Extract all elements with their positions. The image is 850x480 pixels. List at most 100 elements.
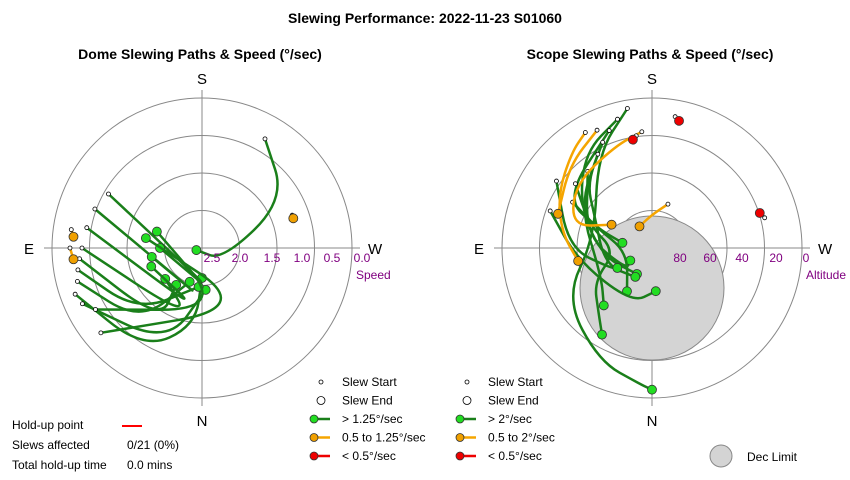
chart-main-title: Slewing Performance: 2022-11-23 S01060: [288, 10, 562, 26]
slew-end-marker: [573, 256, 584, 266]
slew-end-marker: [68, 231, 79, 242]
slew-end-marker: [140, 233, 151, 244]
legend-label-end: Slew End: [342, 394, 393, 408]
slew-end-marker: [627, 134, 638, 145]
slews-affected-label: Slews affected: [12, 438, 90, 452]
radial-axis-label: Altitude: [806, 268, 846, 282]
slew-start-marker: [606, 128, 612, 133]
legend-label-medium: 0.5 to 2°/sec: [488, 431, 555, 445]
radial-tick-label: 2.0: [232, 251, 249, 265]
panel-title-1: Dome Slewing Paths & Speed (°/sec): [78, 46, 322, 62]
slew-start-marker: [762, 215, 768, 221]
legend-dot-fast: [455, 414, 465, 424]
slew-start-marker: [98, 330, 104, 336]
slew-path-fast: [571, 107, 654, 391]
legend-dot-slow: [309, 451, 319, 461]
slew-start-marker: [68, 227, 74, 233]
polar-panel-2: [455, 90, 810, 468]
slew-start-marker: [262, 136, 268, 142]
slew-start-marker: [106, 191, 111, 197]
slew-end-marker: [606, 219, 617, 230]
slew-path-fast: [555, 179, 619, 270]
radial-axis-label: Speed: [356, 268, 391, 282]
slew-path-fast: [195, 137, 279, 257]
slew-path-fast: [548, 209, 658, 300]
slew-start-marker: [582, 130, 588, 135]
legend-label-start: Slew Start: [342, 375, 397, 389]
slew-end-marker: [553, 208, 563, 219]
legend-label-end: Slew End: [488, 394, 539, 408]
slew-path-fast: [85, 226, 186, 300]
radial-tick-label: 1.5: [264, 251, 281, 265]
slew-start-marker: [79, 245, 85, 251]
slew-start-marker: [639, 129, 645, 135]
slew-path-fast: [81, 288, 207, 334]
radial-tick-label: 80: [673, 251, 687, 265]
slew-path-fast: [574, 182, 611, 336]
slew-end-marker: [184, 276, 195, 287]
slew-start-marker: [547, 208, 553, 214]
legend-dot-medium: [309, 433, 319, 442]
slew-end-marker: [598, 300, 609, 311]
slew-path-fast: [94, 230, 204, 312]
slew-end-marker: [630, 271, 641, 282]
slew-end-marker: [597, 329, 607, 340]
direction-top-label: S: [647, 71, 657, 88]
radial-tick-label: 2.5: [204, 251, 221, 265]
legend-end-symbol: [462, 396, 472, 405]
slew-start-marker: [600, 139, 606, 145]
slew-start-marker: [595, 151, 601, 157]
radial-tick-label: 0.5: [324, 251, 341, 265]
legend-dot-slow: [455, 451, 465, 461]
slew-end-marker: [674, 115, 684, 126]
total-holdup-value: 0.0 mins: [127, 458, 173, 472]
legend-label-slow: < 0.5°/sec: [342, 449, 396, 463]
slew-path-medium: [558, 131, 587, 263]
legend-label-fast: > 1.25°/sec: [342, 412, 403, 426]
radial-tick-label: 1.0: [294, 251, 311, 265]
slew-start-marker: [624, 106, 630, 111]
radial-tick-label: 20: [769, 251, 783, 265]
slew-end-marker: [754, 208, 765, 218]
slew-end-marker: [650, 286, 661, 297]
panel-title-2: Scope Slewing Paths & Speed (°/sec): [527, 46, 774, 62]
legend-dec-limit-label: Dec Limit: [747, 450, 798, 464]
slew-path-fast: [93, 207, 194, 292]
slew-start-marker: [554, 178, 559, 184]
holdup-line-swatch: [122, 425, 142, 427]
slew-end-marker: [612, 263, 623, 273]
slew-path-fast: [571, 200, 629, 293]
legend-label-slow: < 0.5°/sec: [488, 449, 542, 463]
legend-end-symbol: [316, 396, 326, 405]
slew-path-fast: [78, 257, 178, 311]
slew-end-marker: [146, 251, 157, 262]
slew-path-fast: [73, 276, 204, 343]
direction-left-label: E: [474, 241, 484, 258]
slew-start-marker: [74, 278, 80, 284]
slew-end-marker: [634, 221, 645, 232]
legend-dot-fast: [309, 414, 319, 424]
slew-end-marker: [647, 384, 657, 395]
slew-start-marker: [72, 291, 78, 297]
legend-start-symbol: [318, 379, 324, 385]
legend-start-symbol: [464, 379, 470, 385]
slew-end-marker: [68, 254, 79, 265]
radial-tick-label: 0.0: [354, 251, 371, 265]
direction-bottom-label: N: [647, 413, 658, 430]
direction-bottom-label: N: [197, 413, 208, 430]
slew-start-marker: [594, 127, 600, 133]
legend-label-fast: > 2°/sec: [488, 412, 532, 426]
slew-path-fast: [76, 280, 191, 313]
slews-affected-value: 0/21 (0%): [127, 438, 180, 452]
direction-top-label: S: [197, 71, 207, 88]
legend-label-start: Slew Start: [488, 375, 543, 389]
slew-end-marker: [191, 245, 202, 255]
slew-path-fast: [76, 268, 200, 306]
slew-start-marker: [75, 267, 81, 273]
slew-path-fast: [80, 246, 181, 308]
slew-start-marker: [572, 181, 578, 187]
polar-panel-1: [44, 90, 360, 461]
total-holdup-label: Total hold-up time: [12, 458, 107, 472]
direction-right-label: W: [368, 241, 383, 258]
